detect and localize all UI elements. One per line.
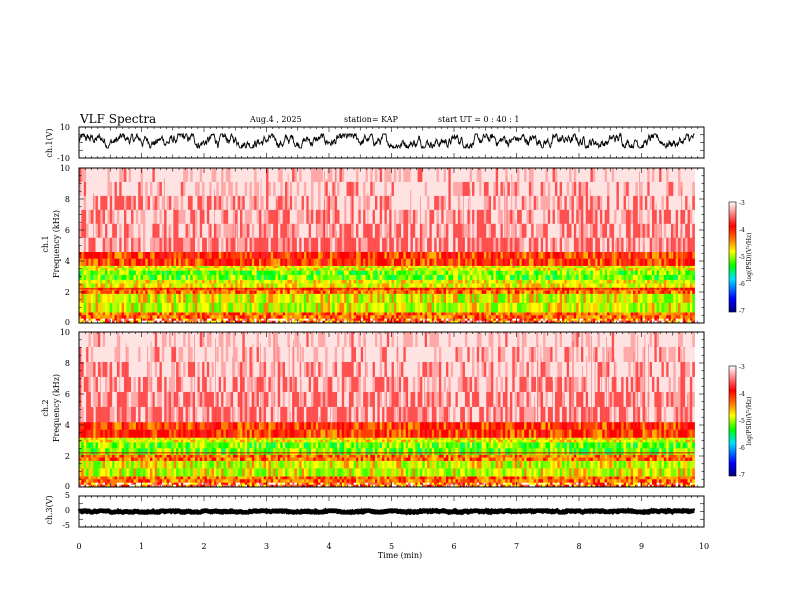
xtick-2: 2 <box>201 542 206 551</box>
ch1-waveform-panel: ch.1(V) 10 -10 <box>45 123 705 163</box>
ch1-colorbar-tick-m5: -5 <box>739 254 745 261</box>
ch2-spectrogram-band-7 <box>79 332 695 423</box>
ch1-colorbar: -3 -4 -5 -6 -7 log(PSD)(V²/Hz) <box>728 200 753 315</box>
ch1-waveform-trace <box>78 132 695 150</box>
x-axis-label: Time (min) <box>378 551 422 560</box>
ch2-spec-ytick-10: 10 <box>60 328 70 337</box>
ch2-colorbar-tick-m6: -6 <box>739 445 745 452</box>
ch1-colorbar-gradient <box>728 201 737 313</box>
start-time-label: start UT = 0 : 40 : 1 <box>438 115 519 124</box>
ch2-colorbar-tick-m4: -4 <box>739 391 745 398</box>
ch1-colorbar-tick-m4: -4 <box>739 227 745 234</box>
ch3-ytick-5: 5 <box>65 491 70 500</box>
xtick-7: 7 <box>514 542 519 551</box>
ch1-spectrogram-band-4 <box>79 279 695 288</box>
ch1-spec-ytick-10: 10 <box>60 164 70 173</box>
xtick-3: 3 <box>264 542 269 551</box>
time-axis: 0 1 2 3 4 5 6 7 8 9 10 Time (min) <box>76 126 709 560</box>
ch1-spec-ytick-2: 2 <box>65 288 70 297</box>
ch2-colorbar-tick-m3: -3 <box>739 364 745 371</box>
ch1-spec-ylabel-line2: Frequency (kHz) <box>52 210 61 278</box>
xtick-1: 1 <box>139 542 144 551</box>
ch3-waveform-panel: ch.3(V) 5 0 -5 <box>45 491 705 530</box>
ch2-spec-ytick-2: 2 <box>65 452 70 461</box>
xtick-4: 4 <box>326 542 331 551</box>
ch2-colorbar-label: log(PSD)(V²/Hz) <box>746 397 753 446</box>
ch1-colorbar-tick-m3: -3 <box>739 200 745 207</box>
ch2-colorbar-gradient <box>728 365 737 477</box>
ch2-spectrogram-band-6 <box>79 421 695 438</box>
ch3-ytick-m5: -5 <box>62 521 70 530</box>
ch1-ytick-bottom: -10 <box>57 154 70 163</box>
station-label: station= KAP <box>344 115 399 124</box>
ch2-spec-ytick-0: 0 <box>65 482 70 491</box>
ch1-colorbar-tick-m6: -6 <box>739 281 745 288</box>
date-label: Aug.4 , 2025 <box>249 115 302 124</box>
ch1-spectrogram-band-6 <box>79 265 695 271</box>
ch3-waveform-ylabel: ch.3(V) <box>45 495 54 524</box>
ch1-spec-ylabel-line1: ch.1 <box>41 235 50 252</box>
ch1-spec-ytick-6: 6 <box>65 226 70 235</box>
ch1-spectrogram-band-8 <box>79 168 695 252</box>
ch1-spec-ytick-4: 4 <box>65 257 70 266</box>
ch1-spectrogram-band-5 <box>79 270 695 280</box>
ch2-colorbar: -3 -4 -5 -6 -7 log(PSD)(V²/Hz) <box>728 364 753 479</box>
ch2-colorbar-tick-m5: -5 <box>739 418 745 425</box>
ch2-spectrogram-band-5 <box>79 437 695 443</box>
ch3-waveform-trace <box>77 507 696 516</box>
xtick-5: 5 <box>389 542 394 551</box>
xtick-6: 6 <box>451 542 456 551</box>
ch2-spectrogram-band-4 <box>79 442 695 455</box>
figure-title: VLF Spectra <box>79 112 156 126</box>
xtick-0: 0 <box>76 542 81 551</box>
ch1-ytick-top: 10 <box>60 123 70 132</box>
ch1-spec-ytick-0: 0 <box>65 318 70 327</box>
ch2-spectrogram-band-3 <box>79 454 695 461</box>
ch2-colorbar-tick-m7: -7 <box>739 472 745 479</box>
ch1-waveform-ylabel: ch.1(V) <box>45 128 54 157</box>
ch2-spectrogram-band-1 <box>79 476 695 483</box>
ch2-spec-ytick-4: 4 <box>65 421 70 430</box>
ch1-spectrogram-panel: ch.1 Frequency (kHz) 0 2 4 6 8 10 -3 -4 … <box>41 164 753 327</box>
ch2-spec-ytick-8: 8 <box>65 359 70 368</box>
ch1-spec-ytick-8: 8 <box>65 195 70 204</box>
ch1-spectrogram-band-2 <box>79 293 695 313</box>
ch2-spec-ytick-6: 6 <box>65 390 70 399</box>
ch3-ytick-0: 0 <box>65 506 70 515</box>
xtick-8: 8 <box>576 542 581 551</box>
xtick-10: 10 <box>699 542 709 551</box>
ch1-colorbar-tick-m7: -7 <box>739 308 745 315</box>
ch2-spectrogram-band-0 <box>79 482 695 488</box>
ch1-spectrogram-band-3 <box>79 287 695 294</box>
ch2-spec-ylabel-line2: Frequency (kHz) <box>52 374 61 442</box>
ch1-colorbar-label: log(PSD)(V²/Hz) <box>746 233 753 282</box>
ch2-spectrogram-band-2 <box>79 460 695 477</box>
xtick-9: 9 <box>639 542 644 551</box>
ch2-spectrogram-panel: ch.2 Frequency (kHz) 0 2 4 6 8 10 -3 -4 … <box>41 328 753 491</box>
ch1-spectrogram-band-1 <box>79 312 695 319</box>
ch1-spectrogram-band-7 <box>79 251 695 266</box>
ch2-spec-ylabel-line1: ch.2 <box>41 399 50 416</box>
